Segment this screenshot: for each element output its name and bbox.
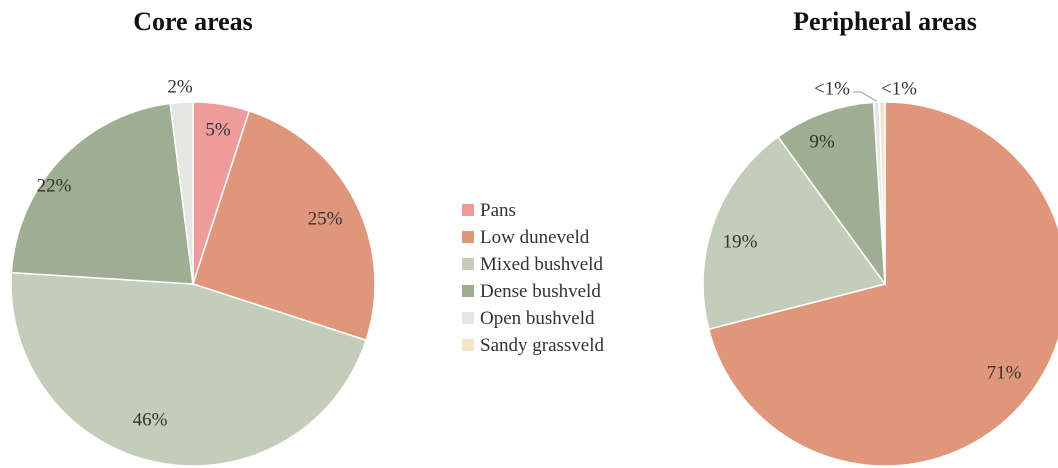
legend-label-sandy-grassveld: Sandy grassveld: [480, 335, 605, 356]
legend-label-mixed-bushveld: Mixed bushveld: [480, 254, 603, 275]
legend-swatch-open-bushveld: [462, 312, 474, 324]
core-areas-title: Core areas: [133, 7, 253, 36]
data-label-open-bushveld: <1%: [814, 78, 850, 99]
core-areas-pie: 5% 25% 46% 22% 2%: [10, 76, 376, 467]
slice-low-duneveld: [192, 109, 376, 342]
peripheral-areas-chart: Peripheral areas 71% 19% 9% <1% <1%: [702, 7, 1058, 467]
data-label-low-duneveld: 71%: [987, 362, 1022, 383]
legend-swatch-mixed-bushveld: [462, 258, 474, 270]
legend: Pans Low duneveld Mixed bushveld Dense b…: [462, 200, 605, 356]
legend-label-pans: Pans: [480, 200, 516, 221]
legend-label-low-duneveld: Low duneveld: [480, 227, 590, 248]
data-label-sandy-grassveld: <1%: [881, 78, 917, 99]
slice-dense-bushveld: [10, 102, 194, 285]
data-label-pans: 5%: [205, 119, 231, 140]
slice-mixed-bushveld: [10, 271, 368, 467]
slice-open-bushveld: [169, 101, 194, 285]
slice-low-duneveld: [707, 101, 1058, 467]
legend-swatch-low-duneveld: [462, 231, 474, 243]
peripheral-areas-pie: 71% 19% 9% <1% <1%: [702, 78, 1058, 467]
data-label-dense-bushveld: 22%: [37, 175, 72, 196]
core-areas-chart: Core areas 5% 25% 46% 22% 2%: [10, 7, 376, 467]
legend-label-open-bushveld: Open bushveld: [480, 308, 595, 329]
data-label-open-bushveld: 2%: [167, 76, 193, 97]
legend-swatch-dense-bushveld: [462, 285, 474, 297]
data-label-mixed-bushveld: 46%: [133, 409, 168, 430]
slice-mixed-bushveld: [702, 135, 887, 331]
data-label-dense-bushveld: 9%: [809, 131, 835, 152]
slice-dense-bushveld: [776, 101, 886, 287]
legend-label-dense-bushveld: Dense bushveld: [480, 281, 601, 302]
data-label-mixed-bushveld: 19%: [723, 231, 758, 252]
legend-swatch-pans: [462, 204, 474, 216]
leader-line-open-bushveld: [853, 91, 877, 102]
data-label-low-duneveld: 25%: [308, 208, 343, 229]
peripheral-areas-title: Peripheral areas: [793, 7, 977, 36]
legend-swatch-sandy-grassveld: [462, 339, 474, 351]
slice-sandy-grassveld: [878, 101, 886, 285]
